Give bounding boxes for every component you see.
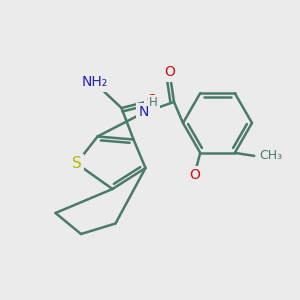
Text: N: N — [139, 106, 149, 119]
Text: S: S — [72, 156, 81, 171]
Text: CH₃: CH₃ — [259, 149, 282, 162]
Text: O: O — [189, 168, 200, 182]
Text: O: O — [146, 94, 157, 107]
Text: NH₂: NH₂ — [81, 76, 108, 89]
Text: H: H — [149, 96, 158, 110]
Text: O: O — [164, 65, 175, 79]
